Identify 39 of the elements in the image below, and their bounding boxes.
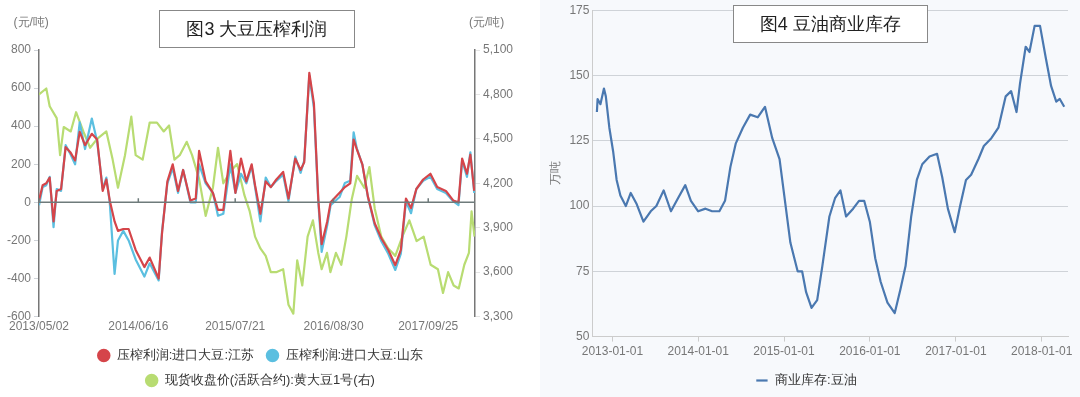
y2-tick-label: 3,300	[482, 308, 514, 323]
y-tick-label: 200	[10, 156, 32, 171]
y2-tick-label: 4,800	[482, 86, 514, 101]
y-tick-label: 125	[569, 133, 590, 148]
x-tick-label: 2015/07/21	[205, 319, 266, 334]
y-tick-label: -200	[6, 232, 32, 247]
y-tick-label: 150	[569, 67, 590, 82]
y-tick-label: 800	[10, 42, 32, 57]
x-tick-label: 2014/06/16	[108, 319, 169, 334]
y2-tick-label: 4,200	[482, 175, 514, 190]
y-tick-label: 100	[569, 198, 590, 213]
y2-axis-title: (元/吨)	[468, 14, 505, 31]
y-axis-title: (元/吨)	[13, 14, 49, 31]
x-tick-label: 2017-01-01	[925, 344, 987, 359]
legend-label: 压榨利润:进口大豆:山东	[285, 347, 423, 363]
x-tick-label: 2016/08/30	[303, 319, 364, 334]
y-tick-label: 75	[576, 263, 590, 278]
y2-tick-label: 3,900	[482, 220, 514, 235]
y-tick-label: 400	[10, 118, 32, 133]
y2-tick-label: 5,100	[482, 42, 514, 57]
y-tick-label: 0	[24, 194, 32, 209]
y2-tick-label: 4,500	[482, 131, 514, 146]
y-axis-title: 万吨	[547, 161, 562, 186]
y-tick-label: 50	[576, 328, 590, 343]
y-tick-label: -400	[6, 270, 32, 285]
x-tick-label: 2018-01-01	[1010, 344, 1073, 359]
x-tick-label: 2016-01-01	[839, 344, 901, 359]
chart-title: 图4 豆油商业库存	[732, 5, 928, 43]
legend-label: 压榨利润:进口大豆:江苏	[116, 347, 255, 363]
chart-title: 图3 大豆压榨利润	[159, 10, 355, 48]
legend-label: 商业库存:豆油	[774, 372, 857, 388]
x-tick-label: 2015-01-01	[753, 344, 816, 359]
y2-tick-label: 3,600	[482, 264, 514, 279]
x-tick-label: 2013-01-01	[581, 344, 644, 359]
x-tick-label: 2014-01-01	[667, 344, 730, 359]
y-tick-label: 600	[10, 80, 32, 95]
legend-label: 现货收盘价(活跃合约):黄大豆1号(右)	[164, 372, 375, 388]
y-tick-label: 175	[569, 2, 590, 17]
x-tick-label: 2017/09/25	[398, 319, 459, 334]
